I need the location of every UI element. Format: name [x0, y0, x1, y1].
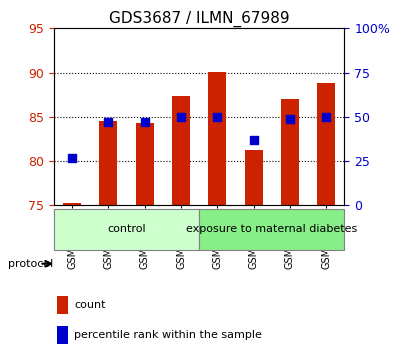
Bar [208, 72, 227, 205]
Bar [136, 123, 154, 205]
Text: count: count [74, 299, 106, 310]
Title: GDS3687 / ILMN_67989: GDS3687 / ILMN_67989 [109, 11, 290, 27]
Bar [199, 209, 344, 250]
Point [323, 114, 330, 120]
Point [250, 137, 257, 143]
Bar [57, 326, 68, 344]
Text: percentile rank within the sample: percentile rank within the sample [74, 330, 262, 340]
Text: control: control [107, 224, 146, 234]
Bar [317, 83, 335, 205]
Point [214, 114, 221, 120]
Bar [172, 96, 190, 205]
Bar [57, 296, 68, 314]
Text: protocol: protocol [8, 259, 54, 269]
Point [105, 119, 112, 125]
Point [142, 119, 148, 125]
Text: exposure to maternal diabetes: exposure to maternal diabetes [186, 224, 357, 234]
Point [69, 155, 76, 160]
Bar [54, 209, 199, 250]
Bar [63, 202, 81, 205]
Bar [244, 150, 263, 205]
Point [178, 114, 184, 120]
Bar [281, 99, 299, 205]
Bar [99, 121, 117, 205]
Point [287, 116, 293, 121]
